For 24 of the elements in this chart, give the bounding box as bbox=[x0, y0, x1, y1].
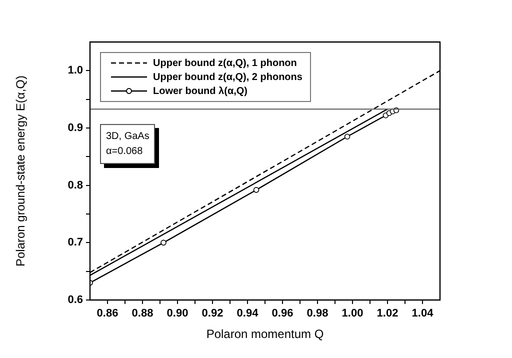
x-tick-label: 1.02 bbox=[376, 308, 398, 320]
y-tick-label: 0.6 bbox=[68, 294, 83, 306]
x-tick-label: 0.86 bbox=[96, 308, 118, 320]
y-axis-title: Polaron ground-state energy E(α,Q) bbox=[14, 75, 28, 267]
legend-label: Upper bound z(α,Q), 1 phonon bbox=[153, 58, 297, 68]
x-tick-label: 0.92 bbox=[202, 308, 224, 320]
x-tick-label: 1.00 bbox=[342, 308, 364, 320]
x-axis-title: Polaron momentum Q bbox=[206, 327, 324, 342]
y-tick-label: 1.0 bbox=[68, 64, 83, 77]
x-tick-label: 1.04 bbox=[412, 308, 434, 320]
legend-label: Upper bound z(α,Q), 2 phonons bbox=[153, 72, 302, 82]
legend-label: Lower bound λ(α,Q) bbox=[153, 86, 248, 96]
x-tick-label: 0.96 bbox=[272, 308, 294, 320]
point bbox=[253, 187, 260, 193]
y-tick-label: 0.8 bbox=[68, 179, 83, 192]
point bbox=[344, 134, 350, 140]
x-tick-label: 0.94 bbox=[236, 308, 260, 320]
point bbox=[160, 240, 166, 246]
y-tick-label: 0.7 bbox=[68, 236, 83, 249]
annotation: 3D, GaAs α=0.068 bbox=[100, 124, 156, 164]
x-tick-label: 0.90 bbox=[166, 308, 188, 320]
x-tick-label: 0.98 bbox=[306, 308, 328, 320]
y-tick-label: 0.9 bbox=[68, 122, 83, 134]
x-tick-label: 0.88 bbox=[132, 308, 154, 320]
